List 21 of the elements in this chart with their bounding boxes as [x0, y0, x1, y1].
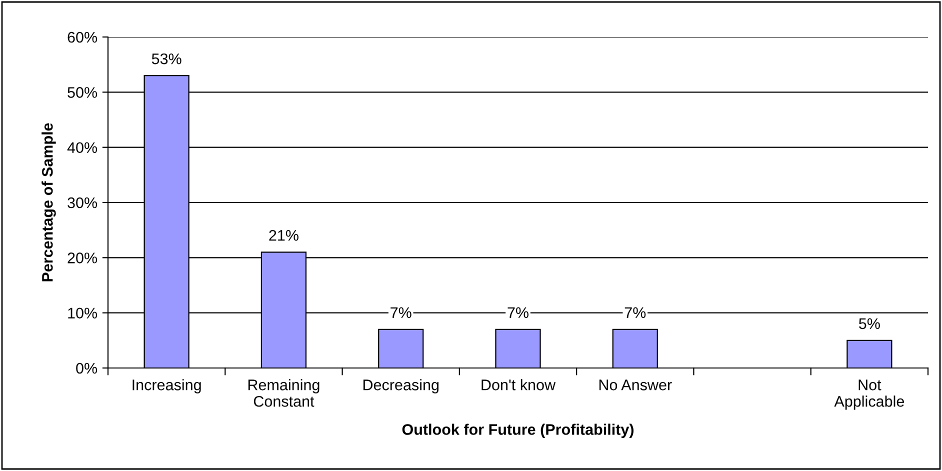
x-tick-label: Decreasing	[363, 379, 439, 394]
data-label: 5%	[859, 318, 880, 330]
data-label: 7%	[624, 307, 646, 318]
x-tick-label: Remaining Constant	[248, 379, 320, 407]
y-tick-label: 30%	[68, 197, 98, 208]
y-tick-label: 0%	[76, 362, 98, 374]
data-label: 7%	[390, 307, 412, 318]
x-tick-label: No Answer	[599, 380, 672, 390]
data-label: 21%	[269, 230, 298, 241]
data-label: 7%	[508, 307, 528, 318]
y-tick-label: 40%	[67, 142, 98, 154]
data-label: 53%	[152, 53, 182, 64]
y-tick-label: 50%	[68, 87, 98, 98]
x-tick-label: Increasing	[132, 379, 201, 394]
y-axis-title: Percentage of Sample	[42, 123, 56, 282]
y-tick-label: 20%	[68, 252, 98, 264]
x-tick-label: Don't know	[482, 379, 556, 390]
x-tick-label: Not Applicable	[834, 380, 904, 410]
y-tick-label: 60%	[68, 32, 98, 43]
y-tick-label: 10%	[68, 308, 98, 319]
x-axis-title: Outlook for Future (Profitability)	[402, 424, 634, 438]
